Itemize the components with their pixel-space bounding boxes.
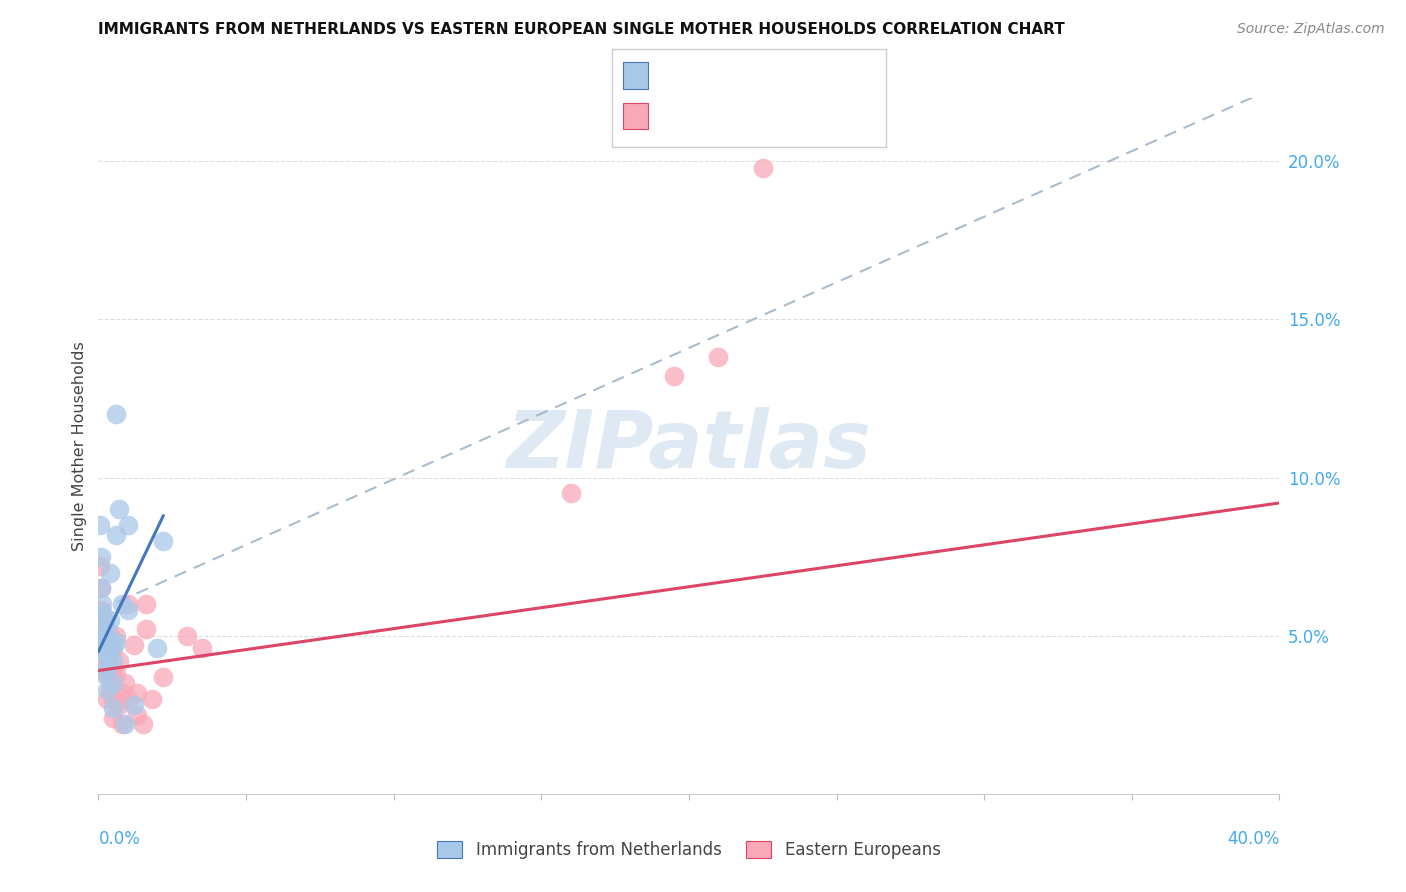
Point <box>93 644 115 658</box>
Point <box>93 666 115 681</box>
Point <box>152 670 174 684</box>
Point <box>108 654 131 668</box>
Point <box>122 638 145 652</box>
Point <box>98 613 121 627</box>
Point <box>96 635 118 649</box>
Point <box>91 613 114 627</box>
Point <box>96 648 118 662</box>
Point <box>96 648 118 662</box>
Point <box>98 629 121 643</box>
Point <box>98 660 121 674</box>
Point <box>103 641 125 656</box>
Point <box>93 660 115 674</box>
Point <box>93 613 115 627</box>
Point <box>125 686 148 700</box>
Text: 0.0%: 0.0% <box>98 830 141 847</box>
Point <box>103 692 125 706</box>
Point <box>90 582 112 596</box>
Point <box>135 597 157 611</box>
Point <box>560 486 582 500</box>
Point <box>105 635 128 649</box>
Y-axis label: Single Mother Households: Single Mother Households <box>72 341 87 551</box>
Point <box>114 676 136 690</box>
Point <box>103 701 125 715</box>
Point <box>117 597 139 611</box>
Point <box>141 692 163 706</box>
Point <box>117 603 139 617</box>
Point <box>751 161 773 175</box>
Point <box>96 682 118 697</box>
Point <box>96 623 118 637</box>
Point <box>152 533 174 548</box>
Point <box>103 666 125 681</box>
Point <box>98 682 121 697</box>
Point <box>91 629 114 643</box>
Point <box>89 559 111 574</box>
Point <box>93 635 115 649</box>
Point <box>108 502 131 516</box>
Point <box>90 582 112 596</box>
Point <box>103 638 125 652</box>
Point <box>191 641 214 656</box>
Point <box>132 717 155 731</box>
Point <box>89 518 111 533</box>
Text: R = 0.257   N = 44: R = 0.257 N = 44 <box>658 107 837 125</box>
Point <box>122 698 145 713</box>
Point <box>93 629 115 643</box>
Point <box>93 619 115 633</box>
Point <box>111 717 134 731</box>
Point <box>96 660 118 674</box>
Point <box>707 351 730 365</box>
Point <box>125 707 148 722</box>
Point <box>117 518 139 533</box>
Point <box>98 635 121 649</box>
Text: R = 0.234   N = 33: R = 0.234 N = 33 <box>658 67 837 85</box>
Point <box>111 597 134 611</box>
Point <box>664 369 686 384</box>
Point <box>98 566 121 580</box>
Point <box>94 635 117 649</box>
Point <box>90 603 112 617</box>
Point <box>135 623 157 637</box>
Point <box>91 597 114 611</box>
Point <box>108 698 131 713</box>
Text: ZIPatlas: ZIPatlas <box>506 407 872 485</box>
Point <box>105 666 128 681</box>
Text: 40.0%: 40.0% <box>1227 830 1279 847</box>
Point <box>90 549 112 564</box>
Point <box>96 635 118 649</box>
Point <box>117 692 139 706</box>
Point <box>176 629 198 643</box>
Point <box>105 629 128 643</box>
Point <box>98 641 121 656</box>
Point <box>103 676 125 690</box>
Point <box>103 711 125 725</box>
Point <box>91 607 114 621</box>
Point <box>111 686 134 700</box>
Point <box>90 635 112 649</box>
Text: IMMIGRANTS FROM NETHERLANDS VS EASTERN EUROPEAN SINGLE MOTHER HOUSEHOLDS CORRELA: IMMIGRANTS FROM NETHERLANDS VS EASTERN E… <box>98 22 1066 37</box>
Point <box>146 641 169 656</box>
Text: Source: ZipAtlas.com: Source: ZipAtlas.com <box>1237 22 1385 37</box>
Point <box>114 717 136 731</box>
Point <box>105 527 128 541</box>
Legend: Immigrants from Netherlands, Eastern Europeans: Immigrants from Netherlands, Eastern Eur… <box>430 834 948 865</box>
Point <box>105 408 128 422</box>
Point <box>96 692 118 706</box>
Point <box>103 654 125 668</box>
Point <box>96 666 118 681</box>
